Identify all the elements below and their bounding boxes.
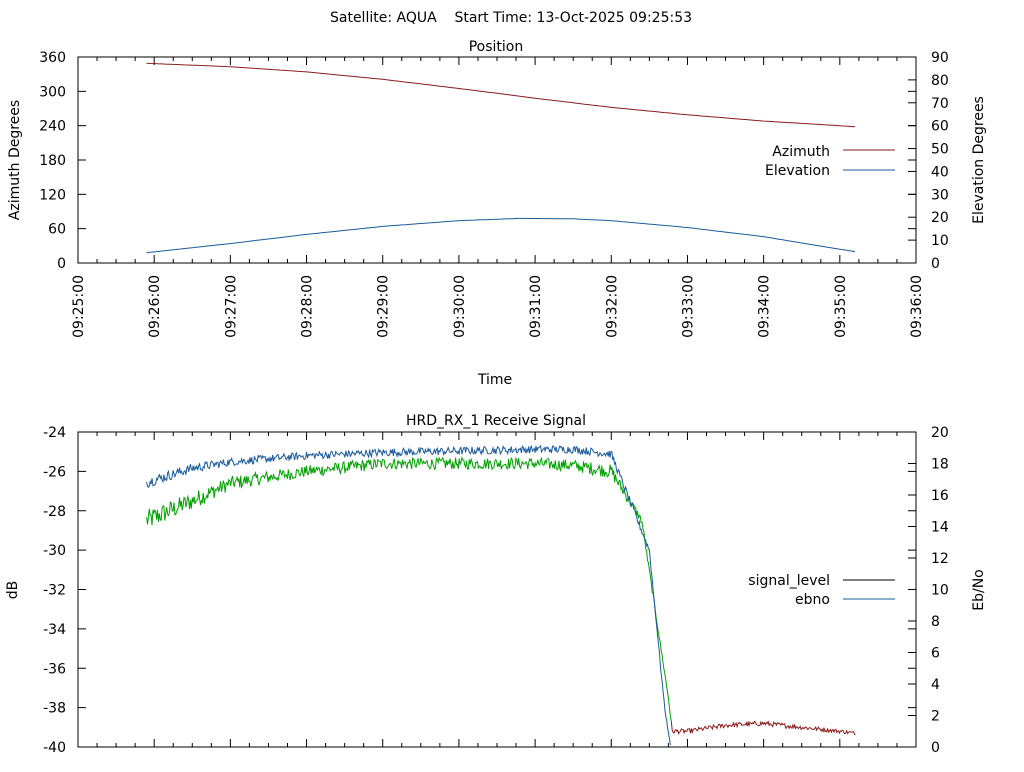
y2-tick-label: 30 xyxy=(931,187,949,203)
y2-tick-label: 80 xyxy=(931,73,949,89)
y-tick-label: -26 xyxy=(43,464,66,480)
x-tick-label: 09:36:00 xyxy=(909,275,925,338)
position-chart-title: Position xyxy=(469,39,524,55)
figure-suptitle: Satellite: AQUA Start Time: 13-Oct-2025 … xyxy=(330,10,692,26)
y-tick-label: -24 xyxy=(43,425,66,441)
y-tick-label: 300 xyxy=(39,84,66,100)
receive-signal-chart-title: HRD_RX_1 Receive Signal xyxy=(406,413,586,429)
y-tick-label: -34 xyxy=(43,622,66,638)
position-legend: Azimuth Elevation xyxy=(765,144,895,179)
y-tick-label: -40 xyxy=(43,740,66,756)
receive-signal-axis-ticks: -40 -38 -36 -34 -32 -30 -28 -26 -24 0 2 4 6 8 10 12 14 16… xyxy=(43,425,949,756)
position-axis-ticks: 0 60 120 180 240 300 360 0 10 20 30 40 50 60 70 80 90 09:… xyxy=(39,50,949,338)
x-tick-label: 09:31:00 xyxy=(528,275,544,338)
y2-tick-label: 16 xyxy=(931,488,949,504)
y-tick-label: 0 xyxy=(57,256,66,272)
legend-label-azimuth: Azimuth xyxy=(772,144,830,160)
x-tick-label: 09:26:00 xyxy=(147,275,163,338)
y-tick-label: -32 xyxy=(43,583,66,599)
y-tick-label: -38 xyxy=(43,701,66,717)
receive-signal-y-axis-label: dB xyxy=(5,581,21,600)
x-tick-label: 09:32:00 xyxy=(604,275,620,338)
y2-tick-label: 0 xyxy=(931,256,940,272)
series-line-ebno xyxy=(146,444,671,746)
y2-tick-label: 0 xyxy=(931,740,940,756)
y2-tick-label: 12 xyxy=(931,551,949,567)
y-tick-label: 240 xyxy=(39,119,66,135)
x-tick-label: 09:30:00 xyxy=(452,275,468,338)
y2-tick-label: 70 xyxy=(931,96,949,112)
position-x-axis-label: Time xyxy=(477,372,512,388)
position-series-lines xyxy=(146,62,856,254)
receive-signal-y2-axis-label: Eb/No xyxy=(971,569,987,611)
x-tick-label: 09:29:00 xyxy=(376,275,392,338)
legend-label-ebno: ebno xyxy=(795,592,830,608)
y2-tick-label: 60 xyxy=(931,119,949,135)
y2-tick-label: 20 xyxy=(931,425,949,441)
y2-tick-label: 20 xyxy=(931,210,949,226)
y-tick-label: 360 xyxy=(39,50,66,66)
position-y-axis-label: Azimuth Degrees xyxy=(7,100,23,220)
y2-tick-label: 2 xyxy=(931,709,940,725)
position-plot-frame xyxy=(77,56,917,264)
series-line-signal-level xyxy=(146,456,672,722)
y-tick-label: 180 xyxy=(39,153,66,169)
y2-tick-label: 4 xyxy=(931,677,940,693)
x-tick-label: 09:34:00 xyxy=(757,275,773,338)
x-tick-label: 09:33:00 xyxy=(680,275,696,338)
y2-tick-label: 10 xyxy=(931,583,949,599)
y2-tick-label: 50 xyxy=(931,142,949,158)
x-tick-label: 09:28:00 xyxy=(300,275,316,338)
receive-signal-series-lines xyxy=(146,444,856,746)
x-tick-label: 09:25:00 xyxy=(71,275,87,338)
y-tick-label: 60 xyxy=(48,222,66,238)
position-chart: Position Azimuth Degrees Elevation Degre… xyxy=(7,39,987,388)
receive-signal-chart: HRD_RX_1 Receive Signal dB Eb/No -40-38-… xyxy=(5,413,987,756)
y-tick-label: 120 xyxy=(39,187,66,203)
y2-tick-label: 6 xyxy=(931,646,940,662)
y2-tick-label: 14 xyxy=(931,520,949,536)
y2-tick-label: 18 xyxy=(931,457,949,473)
receive-signal-legend: signal_level ebno xyxy=(748,573,895,608)
series-line-elevation xyxy=(146,217,856,254)
series-line-signal-level-tail xyxy=(670,720,856,736)
series-line-azimuth xyxy=(146,62,856,128)
receive-signal-plot-frame xyxy=(77,431,917,748)
position-y2-axis-label: Elevation Degrees xyxy=(971,96,987,224)
y2-tick-label: 8 xyxy=(931,614,940,630)
y-tick-label: -28 xyxy=(43,504,66,520)
x-tick-label: 09:35:00 xyxy=(833,275,849,338)
y-tick-label: -30 xyxy=(43,543,66,559)
y2-tick-label: 90 xyxy=(931,50,949,66)
legend-label-elevation: Elevation xyxy=(765,163,830,179)
y2-tick-label: 40 xyxy=(931,164,949,180)
x-tick-label: 09:27:00 xyxy=(223,275,239,338)
y-tick-label: -36 xyxy=(43,661,66,677)
legend-label-signal-level: signal_level xyxy=(748,573,830,589)
y2-tick-label: 10 xyxy=(931,233,949,249)
